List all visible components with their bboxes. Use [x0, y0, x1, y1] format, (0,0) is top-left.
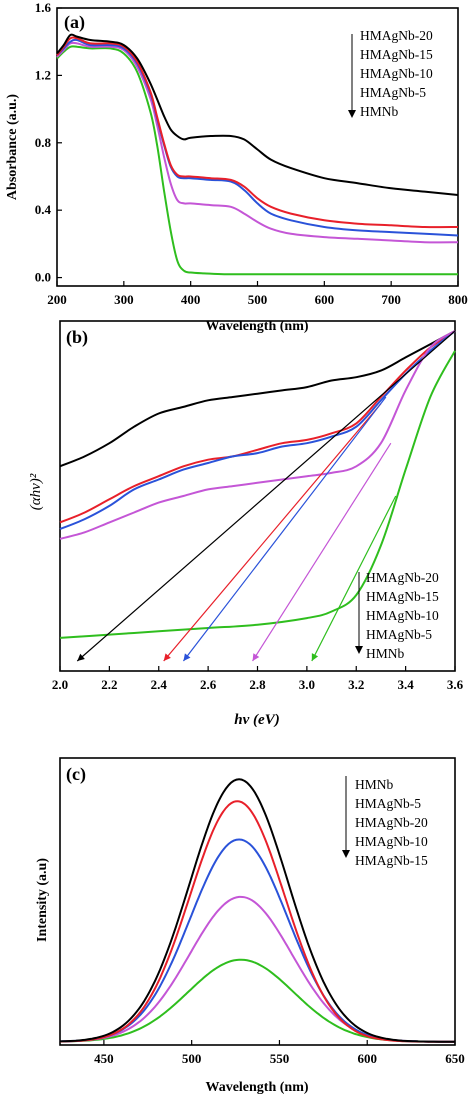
tangent-line-hmagnb-10: [182, 396, 387, 662]
tangent-line-hmagnb-15: [163, 403, 382, 662]
series-line-hmagnb-20: [59, 778, 455, 1043]
panel-a-legend-item: HMAgNb-20: [360, 28, 433, 43]
y-tick-label: 1.2: [35, 67, 51, 82]
panel-a-y-axis-label: Absorbance (a.u.): [5, 94, 20, 201]
panel-a-y-ticks: 0.0 0.4 0.8 1.2 1.6: [35, 0, 62, 285]
panel-b-legend-item: HMNb: [366, 646, 405, 661]
x-tick-label: 3.4: [398, 677, 415, 692]
panel-b-legend: HMAgNb-20 HMAgNb-15 HMAgNb-10 HMAgNb-5 H…: [355, 570, 439, 661]
series-line-hmagnb-10: [56, 38, 459, 237]
series-line-hmagnb-5: [59, 895, 455, 1043]
series-line-hmnb: [56, 45, 458, 276]
tangent-line-hmnb: [311, 495, 397, 662]
x-tick-label: 2.4: [151, 677, 168, 692]
panel-b-legend-item: HMAgNb-15: [366, 589, 439, 604]
panel-b-label: (b): [66, 327, 88, 348]
x-tick-label: 2.0: [52, 677, 68, 692]
panel-a-legend-item: HMAgNb-15: [360, 47, 433, 62]
panel-a-x-ticks: 200 300 400 500 600 700 800: [47, 281, 468, 307]
series-line-hmagnb-20: [59, 330, 456, 468]
panel-b: 2.0 2.2 2.4 2.6 2.8 3.0 3.2 3.4 3.6 (b) hν (eV) …: [28, 320, 464, 728]
panel-c-legend-item: HMNb: [355, 777, 394, 792]
panel-c-x-axis-label: Wavelength (nm): [205, 1080, 308, 1095]
panel-b-tangent-lines: [76, 330, 456, 662]
panel-b-legend-item: HMAgNb-10: [366, 608, 439, 623]
panel-a-x-axis-label: Wavelength (nm): [205, 319, 308, 334]
panel-a-legend-arrowhead: [348, 110, 356, 118]
y-tick-label: 1.6: [35, 0, 52, 15]
series-line-hmnb: [59, 350, 456, 639]
y-tick-label: 0.4: [35, 202, 52, 217]
panel-c-legend-item: HMAgNb-15: [355, 853, 428, 868]
series-line-hmagnb-10: [59, 330, 456, 530]
panel-b-legend-arrowhead: [355, 646, 363, 654]
x-tick-label: 300: [114, 292, 134, 307]
panel-c-plot-frame: [59, 757, 456, 1046]
tangent-line-hmagnb-5: [252, 442, 392, 662]
x-tick-label: 600: [357, 1051, 377, 1066]
panel-c-legend-item: HMAgNb-10: [355, 834, 428, 849]
x-tick-label: 400: [181, 292, 201, 307]
tangent-line-hmagnb-20: [76, 330, 456, 662]
series-line-hmagnb-20: [56, 33, 459, 196]
x-tick-label: 2.8: [249, 677, 266, 692]
x-tick-label: 2.2: [101, 677, 117, 692]
y-tick-label: 0.8: [35, 135, 52, 150]
panel-b-y-axis-label: (αhν)²: [28, 473, 44, 510]
panel-b-x-ticks: 2.0 2.2 2.4 2.6 2.8 3.0 3.2 3.4 3.6: [52, 666, 464, 692]
tangent-arrowhead: [311, 653, 319, 661]
series-line-hmagnb-15: [59, 330, 456, 524]
x-tick-label: 800: [448, 292, 468, 307]
x-tick-label: 600: [315, 292, 335, 307]
x-tick-label: 3.2: [348, 677, 364, 692]
tangent-arrowhead: [252, 653, 260, 661]
x-tick-label: 650: [445, 1051, 465, 1066]
x-tick-label: 500: [248, 292, 268, 307]
panel-a-label: (a): [64, 12, 85, 33]
y-tick-label: 0.0: [35, 270, 51, 285]
panel-c-series: [59, 778, 455, 1043]
panel-b-legend-item: HMAgNb-5: [366, 627, 432, 642]
tangent-arrowhead: [163, 653, 171, 661]
panel-c-y-axis-label: Intensity (a.u): [35, 858, 50, 942]
x-tick-label: 2.6: [200, 677, 217, 692]
panel-c-x-ticks: 450 500 550 600 650: [94, 1040, 465, 1066]
x-tick-label: 450: [94, 1051, 114, 1066]
series-line-hmagnb-15: [59, 800, 455, 1043]
panel-a-legend-item: HMAgNb-5: [360, 85, 426, 100]
x-tick-label: 550: [270, 1051, 290, 1066]
panel-c-legend-item: HMAgNb-20: [355, 815, 428, 830]
series-line-hmagnb-15: [56, 36, 459, 229]
panel-a-legend: HMAgNb-20 HMAgNb-15 HMAgNb-10 HMAgNb-5 H…: [348, 28, 433, 119]
x-tick-label: 3.6: [447, 677, 464, 692]
tangent-arrowhead: [183, 653, 191, 661]
panel-c: 450 500 550 600 650 (c) Wavelength (nm) Inte…: [35, 757, 465, 1095]
x-tick-label: 200: [47, 292, 67, 307]
panel-a: 200 300 400 500 600 700 800 0.0 0.4 0.8 1.2 1.6 (a…: [5, 0, 468, 334]
series-line-hmagnb-5: [59, 330, 456, 540]
x-tick-label: 500: [182, 1051, 202, 1066]
series-line-hmagnb-5: [56, 41, 459, 244]
panel-a-series: [56, 33, 459, 276]
panel-a-legend-item: HMNb: [360, 104, 399, 119]
panel-c-legend: HMNb HMAgNb-5 HMAgNb-20 HMAgNb-10 HMAgNb…: [342, 776, 428, 868]
panel-a-legend-item: HMAgNb-10: [360, 66, 433, 81]
x-tick-label: 3.0: [299, 677, 315, 692]
panel-c-legend-item: HMAgNb-5: [355, 796, 421, 811]
tangent-arrowhead: [77, 653, 85, 661]
series-line-hmagnb-10: [59, 838, 455, 1043]
panel-c-legend-arrowhead: [342, 850, 350, 858]
panel-b-legend-item: HMAgNb-20: [366, 570, 439, 585]
panel-c-label: (c): [66, 764, 86, 785]
x-tick-label: 700: [381, 292, 401, 307]
panel-b-x-axis-label: hν (eV): [234, 712, 279, 728]
